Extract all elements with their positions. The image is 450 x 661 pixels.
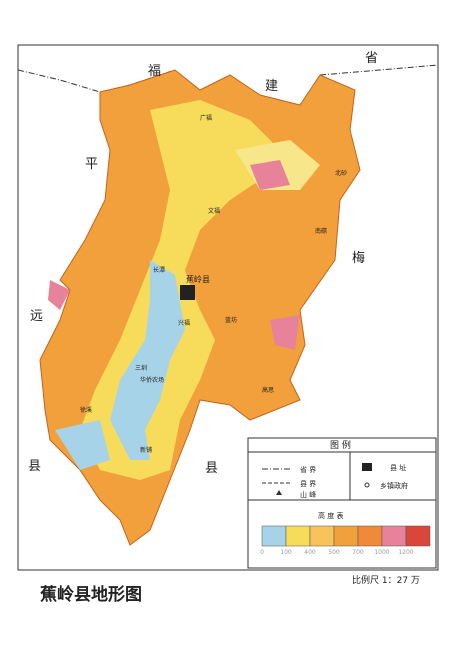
place-label: 兴福 [178,319,190,327]
basin [110,260,185,460]
place-label: 华侨农场 [140,376,164,384]
legend-item: 山 峰 [300,490,316,499]
legend-symbol [364,482,370,488]
high-peak-zone [48,280,70,310]
legend-item: 县 界 [300,480,316,488]
elevation-label: 1200 [398,549,413,556]
map-frame [17,44,439,571]
legend-title: 图 例 [330,439,351,451]
map-scale: 比例尺 1：27 万 [352,574,420,586]
elevation-swatch [261,525,287,547]
place-label: 蓝坊 [225,316,237,324]
neighbor-label: 县 [28,459,41,474]
high-peak-zone [270,315,300,350]
elevation-swatch [285,525,311,547]
place-label: 广福 [200,114,212,122]
basin [55,420,110,470]
legend-symbol [362,463,372,471]
place-label: 三圳 [135,364,147,372]
neighbor-label: 福 [148,64,161,79]
legend-box [247,437,437,569]
place-label: 长潭 [153,266,165,274]
legend-item: 县 址 [390,463,406,472]
county-seat-mark [180,285,195,300]
place-label: 高思 [262,386,274,394]
province-border [319,64,439,76]
elevation-label: 500 [328,549,340,556]
neighbor-label: 县 [205,461,218,476]
elevation-label: 700 [352,549,364,556]
elevation-label: 400 [304,549,316,556]
neighbor-label: 建 [265,79,278,94]
elevation-swatch [357,525,383,547]
elevation-swatch [333,525,359,547]
neighbor-label: 省 [365,51,378,66]
elevation-label: 0 [260,549,264,556]
place-label: 徐溪 [80,406,92,414]
legend-item: 乡镇政府 [380,481,408,490]
elevation-swatch [309,525,335,547]
place-label: 北砂 [335,169,347,177]
legend-item: 省 界 [300,465,316,474]
legend-symbol [276,490,282,495]
place-label: 新铺 [140,446,152,454]
county-seat-label: 蕉岭县 [186,274,210,284]
place-label: 文福 [208,207,220,215]
elevation-scale: 0 100 400 500 700 1000 1200 [260,525,431,556]
elevation-label: 100 [280,549,292,556]
neighbor-label: 平 [85,157,98,172]
elevation-swatch [381,525,407,547]
map-title: 蕉岭县地形图 [40,584,142,605]
neighbor-label: 远 [30,309,43,324]
high-peak-zone [250,160,290,190]
elevation-swatch [405,525,431,547]
place-label: 南磜 [315,227,327,235]
elevation-title: 高 度 表 [318,511,343,520]
neighbor-label: 梅 [352,251,365,266]
elevation-label: 1000 [374,549,389,556]
